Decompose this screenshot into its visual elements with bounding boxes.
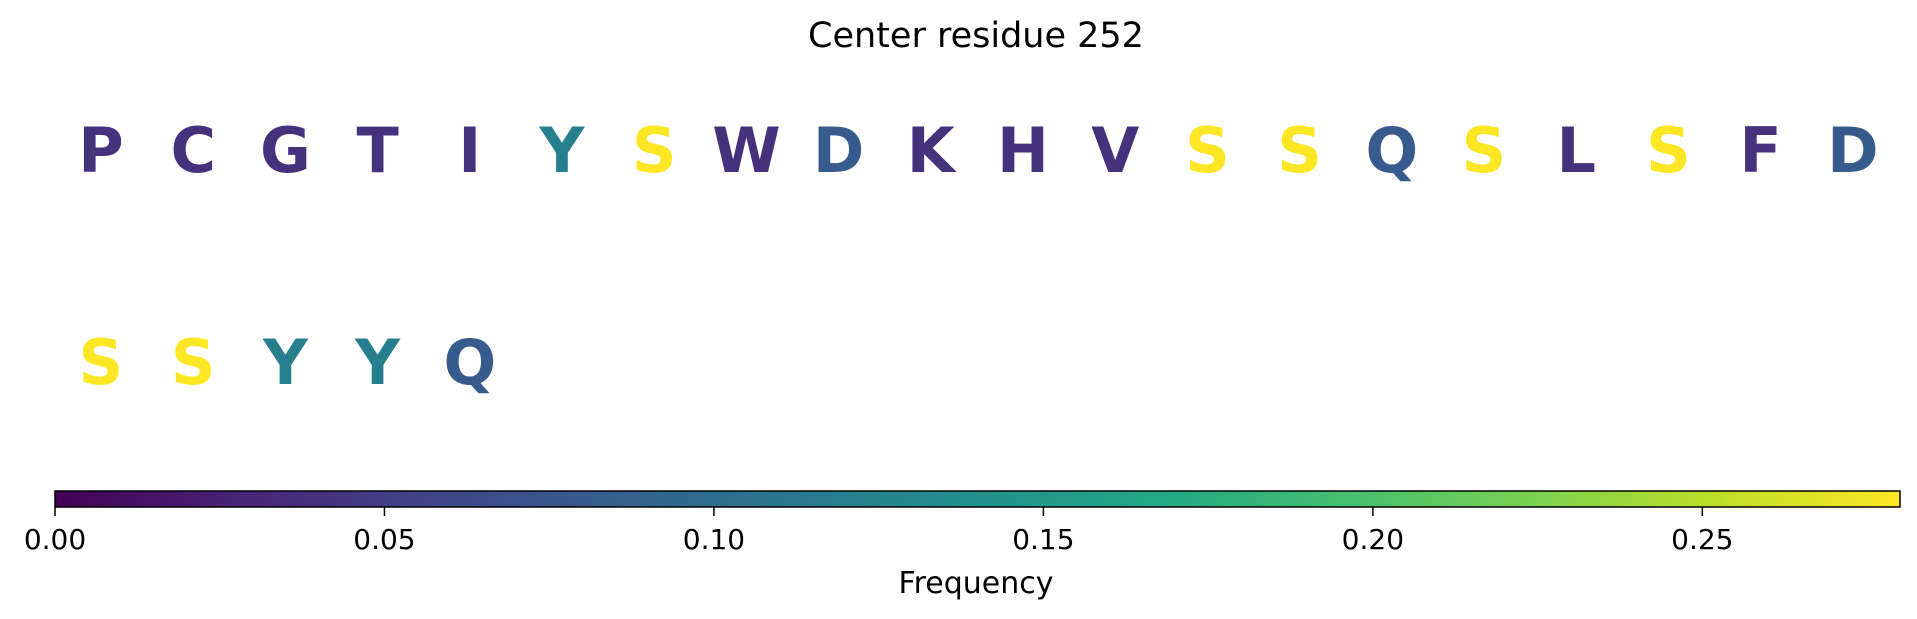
colorbar-tick-label: 0.10 (683, 523, 745, 556)
colorbar-tick-label: 0.00 (24, 523, 86, 556)
residue-letter: Q (443, 326, 496, 399)
residue-letter: S (171, 326, 216, 399)
residue-letter: Y (262, 326, 309, 399)
colorbar-tick-label: 0.25 (1671, 523, 1733, 556)
residue-letter: S (632, 114, 677, 187)
residue-letter: K (907, 114, 957, 187)
residue-letter: W (712, 114, 780, 187)
colorbar-tick-label: 0.15 (1012, 523, 1074, 556)
residue-letter: T (356, 114, 398, 187)
residue-letter: I (458, 114, 481, 187)
colorbar-label: Frequency (899, 566, 1054, 601)
colorbar-ticks: 0.00 0.05 0.10 0.15 0.20 0.25 (24, 507, 1733, 556)
colorbar: 0.00 0.05 0.10 0.15 0.20 0.25 Frequency (24, 490, 1901, 601)
residue-letters: P C G T I Y S W D K H V S S Q S L S F DS S Y Y Q (78, 114, 1878, 399)
residue-letter: F (1739, 114, 1781, 187)
residue-letter: S (1462, 114, 1507, 187)
colorbar-tick-label: 0.20 (1342, 523, 1404, 556)
residue-letter: S (1646, 114, 1691, 187)
residue-letter: P (78, 114, 123, 187)
colorbar-gradient (54, 490, 1901, 508)
residue-letter: S (79, 326, 124, 399)
residue-letter: C (170, 114, 216, 187)
colorbar-tick-label: 0.05 (353, 523, 415, 556)
residue-letter: G (260, 114, 311, 187)
residue-letter: Q (1365, 114, 1418, 187)
residue-letter: Y (539, 114, 586, 187)
residue-letter: S (1185, 114, 1230, 187)
chart-title: Center residue 252 (808, 16, 1144, 56)
residue-letter: D (1827, 114, 1878, 187)
residue-letter: H (997, 114, 1049, 187)
residue-letter: L (1556, 114, 1596, 187)
residue-letter: D (813, 114, 864, 187)
residue-letter: Y (354, 326, 401, 399)
residue-letter: S (1277, 114, 1322, 187)
residue-letter: V (1091, 114, 1139, 187)
